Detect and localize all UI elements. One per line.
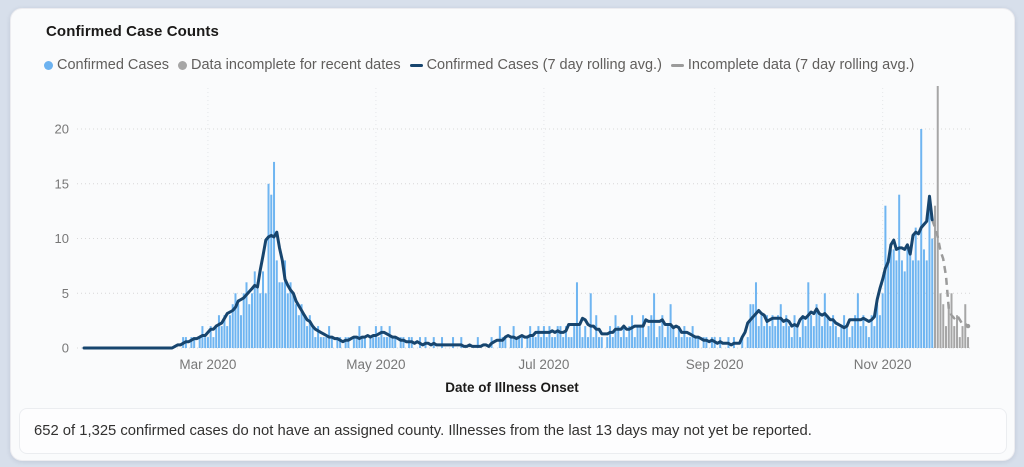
- footnote-text: 652 of 1,325 confirmed cases do not have…: [34, 423, 812, 439]
- legend-label: Data incomplete for recent dates: [191, 57, 401, 73]
- svg-text:Nov 2020: Nov 2020: [854, 357, 912, 372]
- legend-item-incomplete-rolling-avg[interactable]: Incomplete data (7 day rolling avg.): [670, 57, 915, 73]
- legend-item-confirmed-rolling-avg[interactable]: Confirmed Cases (7 day rolling avg.): [409, 57, 662, 73]
- chart-title: Confirmed Case Counts: [46, 23, 219, 40]
- legend-label: Incomplete data (7 day rolling avg.): [687, 57, 915, 73]
- legend-line-icon: [670, 63, 684, 67]
- legend-line-icon: [409, 63, 423, 67]
- svg-text:20: 20: [55, 122, 69, 137]
- legend-label: Confirmed Cases: [57, 57, 170, 73]
- svg-text:Sep 2020: Sep 2020: [686, 357, 744, 372]
- x-axis-title: Date of Illness Onset: [445, 380, 579, 395]
- legend-circle-icon: [178, 60, 188, 70]
- case-counts-card: Confirmed Case Counts Confirmed Cases Da…: [10, 8, 1015, 461]
- chart-legend: Confirmed Cases Data incomplete for rece…: [44, 57, 914, 73]
- legend-circle-icon: [44, 60, 53, 70]
- x-axis-tick-labels: Mar 2020 May 2020 Jul 2020 Sep 2020 Nov 2020: [179, 357, 911, 372]
- svg-text:0: 0: [62, 341, 69, 356]
- incomplete-line-end-dot: [965, 323, 971, 329]
- legend-label: Confirmed Cases (7 day rolling avg.): [426, 57, 662, 73]
- legend-item-data-incomplete[interactable]: Data incomplete for recent dates: [178, 57, 401, 73]
- svg-text:Jul 2020: Jul 2020: [518, 357, 569, 372]
- legend-item-confirmed-cases[interactable]: Confirmed Cases: [44, 57, 169, 73]
- daily-case-bars: [182, 86, 970, 349]
- case-counts-chart[interactable]: 0 5 10 15 20 Mar 2020 May 2020 Jul 2020 Sep 2020…: [31, 86, 993, 378]
- svg-text:5: 5: [62, 286, 69, 301]
- svg-text:15: 15: [55, 176, 69, 191]
- footnote-panel: 652 of 1,325 confirmed cases do not have…: [19, 408, 1007, 454]
- gridlines: 0 5 10 15 20: [55, 88, 973, 356]
- svg-text:Mar 2020: Mar 2020: [179, 357, 236, 372]
- confirmed-rolling-avg-line: [82, 194, 934, 350]
- svg-text:May 2020: May 2020: [346, 357, 405, 372]
- svg-text:10: 10: [55, 231, 69, 246]
